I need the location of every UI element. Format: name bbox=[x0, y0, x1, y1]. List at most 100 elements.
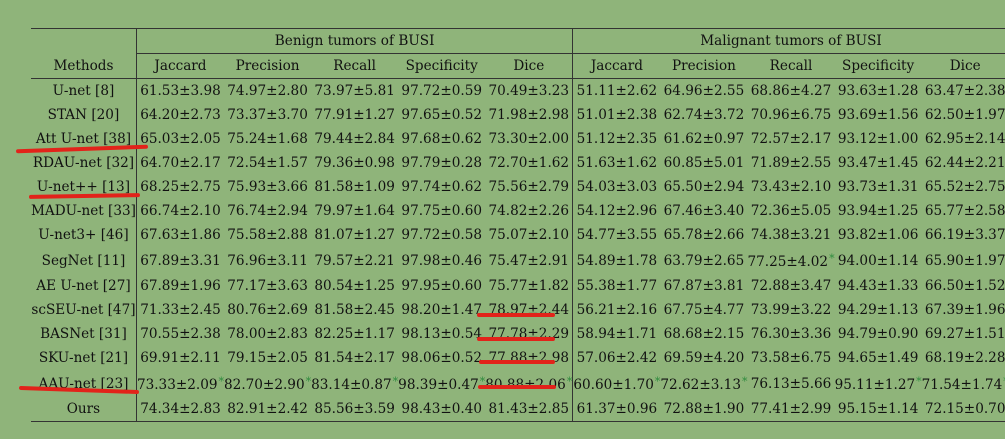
metric-cell: 65.78±2.66 bbox=[660, 223, 747, 247]
metric-cell: 85.56±3.59 bbox=[311, 397, 399, 422]
metric-cell: 76.74±2.94 bbox=[224, 199, 311, 223]
metric-cell: 76.96±3.11 bbox=[224, 247, 311, 274]
metric-value: 67.75±4.77 bbox=[663, 302, 745, 318]
metric-cell: 67.89±3.31 bbox=[135, 247, 225, 274]
method-name: SegNet [11] bbox=[41, 252, 126, 269]
metric-cell: 64.70±2.17 bbox=[135, 151, 225, 175]
metric-value: 68.86±4.27 bbox=[750, 83, 832, 99]
metric-value: 76.30±3.36 bbox=[750, 326, 832, 342]
metric-cell: 62.74±3.72 bbox=[660, 103, 747, 127]
metric-cell: 73.43±2.10 bbox=[747, 175, 834, 199]
metric-value: 79.44±2.84 bbox=[314, 131, 395, 147]
metric-header: Precision bbox=[660, 53, 748, 79]
metric-value: 56.21±2.16 bbox=[576, 302, 658, 318]
method-name: STAN [20] bbox=[47, 107, 120, 123]
metric-cell: 64.96±2.55 bbox=[660, 79, 747, 104]
metric-cell: 97.65±0.52 bbox=[398, 103, 485, 127]
metric-cell: 71.54±1.74* bbox=[922, 370, 1005, 397]
metric-value: 79.36±0.98 bbox=[314, 155, 395, 171]
metric-value: 64.70±2.17 bbox=[140, 155, 221, 171]
metric-cell: 71.33±2.45 bbox=[135, 298, 225, 322]
metric-value: 98.20±1.47 bbox=[401, 302, 482, 318]
metric-cell: 60.85±5.01 bbox=[660, 151, 747, 175]
metric-value: 55.38±1.77 bbox=[576, 278, 658, 294]
metric-value: 95.11±1.27 bbox=[834, 377, 916, 393]
metric-cell: 67.63±1.86 bbox=[135, 223, 225, 247]
metric-value: 67.87±3.81 bbox=[663, 278, 745, 294]
metric-value: 76.96±3.11 bbox=[227, 252, 308, 269]
metric-cell: 70.96±6.75 bbox=[747, 103, 834, 127]
metric-value: 51.12±2.35 bbox=[576, 131, 658, 147]
metric-value: 62.50±1.97 bbox=[924, 107, 1005, 123]
annotation-underline-aau-dice bbox=[478, 385, 556, 389]
metric-value: 72.54±1.57 bbox=[227, 155, 308, 171]
metric-value: 73.33±2.09 bbox=[136, 377, 218, 393]
metric-cell: 74.82±2.26 bbox=[485, 199, 573, 223]
metric-cell: 75.58±2.88 bbox=[224, 223, 311, 247]
metric-value: 77.25±4.02 bbox=[747, 254, 829, 270]
metric-cell: 54.77±3.55 bbox=[572, 223, 661, 247]
metric-value: 81.58±2.45 bbox=[314, 302, 395, 318]
metric-value: 71.33±2.45 bbox=[140, 302, 221, 318]
metric-cell: 80.54±1.25 bbox=[311, 274, 398, 298]
table-row: Att U-net [38] 65.03±2.05 75.24±1.68 79.44±… bbox=[31, 127, 1005, 151]
metric-cell: 78.00±2.83 bbox=[224, 322, 311, 346]
metric-value: 60.85±5.01 bbox=[663, 155, 745, 171]
metric-value: 94.00±1.14 bbox=[837, 252, 919, 269]
metric-value: 72.62±3.13 bbox=[660, 377, 741, 393]
metric-cell: 73.97±5.81 bbox=[311, 79, 398, 104]
method-name: RDAU-net [32] bbox=[32, 155, 135, 171]
metric-value: 98.43±0.40 bbox=[401, 401, 482, 417]
metric-header: Jaccard bbox=[572, 53, 661, 79]
group-header-benign: Benign tumors of BUSI bbox=[135, 28, 573, 54]
metric-value: 93.82±1.06 bbox=[837, 227, 919, 243]
metric-value: 68.68±2.15 bbox=[663, 326, 745, 342]
metric-value: 69.27±1.51 bbox=[924, 326, 1005, 342]
metric-cell: 65.03±2.05 bbox=[135, 127, 225, 151]
metric-cell: 77.41±2.99 bbox=[747, 397, 835, 422]
metric-value: 74.82±2.26 bbox=[488, 203, 570, 219]
metric-value: 82.91±2.42 bbox=[227, 401, 308, 417]
metric-value: 79.57±2.21 bbox=[314, 252, 395, 269]
metric-value: 66.19±3.37 bbox=[924, 227, 1005, 243]
metric-value: 58.94±1.71 bbox=[576, 326, 658, 342]
metric-value: 54.12±2.96 bbox=[576, 203, 658, 219]
metric-value: 97.75±0.60 bbox=[401, 203, 482, 219]
metric-cell: 79.44±2.84 bbox=[311, 127, 398, 151]
metric-cell: 97.74±0.62 bbox=[398, 175, 485, 199]
metric-value: 77.41±2.99 bbox=[750, 401, 832, 417]
metric-value: 51.11±2.62 bbox=[576, 83, 658, 99]
metric-cell: 70.55±2.38 bbox=[135, 322, 225, 346]
metric-cell: 72.15±0.70 bbox=[921, 397, 1005, 422]
metric-value: 82.25±1.17 bbox=[314, 326, 395, 342]
metric-cell: 98.13±0.54 bbox=[398, 322, 485, 346]
metric-value: 79.15±2.05 bbox=[227, 350, 308, 366]
metric-cell: 97.98±0.46 bbox=[398, 247, 485, 274]
table-row: Ours 74.34±2.83 82.91±2.42 85.56±3.59 98.43±… bbox=[31, 397, 1005, 422]
metric-cell: 67.39±1.96 bbox=[922, 298, 1005, 322]
metric-value: 73.43±2.10 bbox=[750, 179, 832, 195]
metric-cell: 67.46±3.40 bbox=[660, 199, 747, 223]
metric-cell: 63.79±2.65 bbox=[660, 247, 747, 274]
significance-star: * bbox=[654, 375, 661, 388]
metric-cell: 95.15±1.14 bbox=[834, 397, 922, 422]
metric-cell: 77.91±1.27 bbox=[311, 103, 398, 127]
method-name: scSEU-net [47] bbox=[31, 302, 136, 318]
method-name: SKU-net [21] bbox=[38, 350, 129, 366]
metric-cell: 68.86±4.27 bbox=[747, 79, 834, 104]
table-row: AAU-net [23] 73.33±2.09* 82.70±2.90* 83.14±… bbox=[31, 370, 1005, 397]
method-name: U-net++ [13] bbox=[36, 179, 131, 195]
metric-value: 72.70±1.62 bbox=[488, 155, 570, 171]
metric-cell: 68.19±2.28 bbox=[922, 346, 1005, 370]
metric-value: 60.60±1.70 bbox=[573, 377, 654, 393]
metric-cell: 93.73±1.31 bbox=[835, 175, 922, 199]
metric-cell: 77.25±4.02* bbox=[747, 247, 834, 274]
significance-star: * bbox=[392, 375, 399, 388]
metric-value: 75.56±2.79 bbox=[488, 179, 570, 195]
metric-value: 65.90±1.97 bbox=[924, 252, 1005, 269]
metric-cell: 93.94±1.25 bbox=[835, 199, 922, 223]
metric-header: Recall bbox=[311, 53, 399, 79]
metric-header: Precision bbox=[224, 53, 312, 79]
metric-value: 78.00±2.83 bbox=[227, 326, 308, 342]
metric-value: 66.74±2.10 bbox=[140, 203, 221, 219]
